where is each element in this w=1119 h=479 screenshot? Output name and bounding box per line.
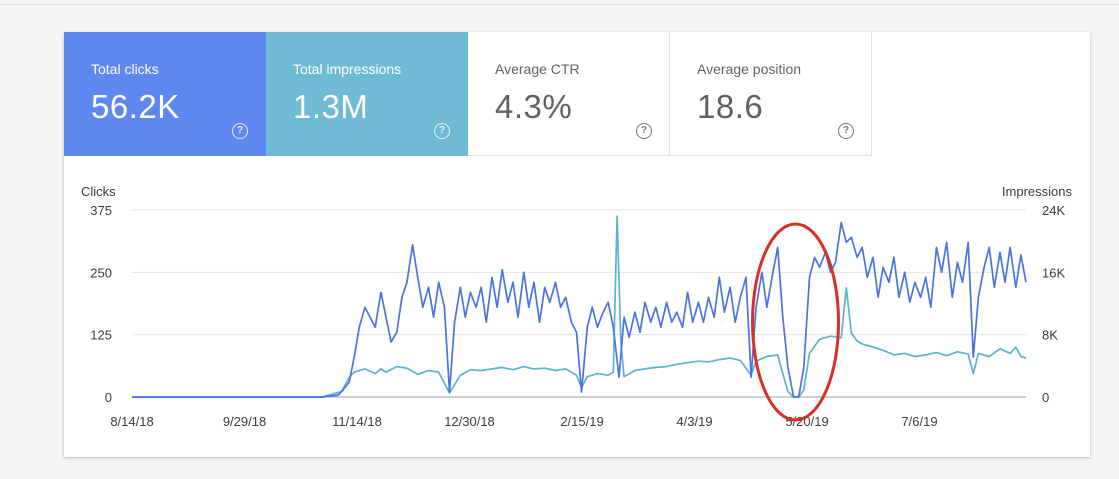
x-tick-label: 7/6/19	[901, 414, 937, 429]
x-tick-label: 4/3/19	[676, 414, 712, 429]
metric-tiles: Total clicks 56.2K ? Total impressions 1…	[64, 32, 872, 156]
help-icon[interactable]: ?	[434, 123, 450, 139]
total-impressions-tile[interactable]: Total impressions 1.3M ?	[266, 32, 468, 156]
total-impressions-value: 1.3M	[293, 88, 369, 125]
total-clicks-value: 56.2K	[91, 88, 180, 125]
performance-chart: 375 250 125 0 24K 16K 8K 0 Clicks Impressions 8/14…	[81, 184, 1073, 429]
average-ctr-tile[interactable]: Average CTR 4.3% ?	[468, 32, 670, 156]
total-impressions-label: Total impressions	[293, 61, 402, 77]
y2-tick-label: 24K	[1042, 203, 1065, 218]
y-tick-label: 375	[90, 203, 112, 218]
x-tick-label: 12/30/18	[444, 414, 495, 429]
x-tick-label: 2/15/19	[560, 414, 603, 429]
y2-axis-label: Impressions	[1002, 184, 1073, 199]
average-position-value: 18.6	[697, 88, 764, 125]
y2-tick-label: 0	[1042, 390, 1049, 405]
y-tick-label: 0	[105, 390, 112, 405]
impressions-series-line	[132, 215, 1027, 398]
help-icon[interactable]: ?	[636, 123, 652, 139]
average-ctr-value: 4.3%	[495, 88, 573, 125]
help-icon[interactable]: ?	[232, 123, 248, 139]
x-tick-label: 11/14/18	[332, 414, 382, 429]
total-clicks-tile[interactable]: Total clicks 56.2K ?	[64, 32, 266, 156]
annotation-ellipse	[751, 222, 841, 422]
y-tick-label: 250	[90, 265, 112, 280]
x-tick-label: 9/29/18	[223, 414, 266, 429]
y-tick-label: 125	[90, 328, 112, 343]
y-axis-label: Clicks	[81, 184, 116, 199]
performance-card: Total clicks 56.2K ? Total impressions 1…	[64, 32, 1090, 457]
clicks-series-line	[132, 221, 1027, 398]
y2-tick-label: 8K	[1042, 328, 1058, 343]
total-clicks-label: Total clicks	[91, 61, 159, 77]
average-position-tile[interactable]: Average position 18.6 ?	[670, 32, 872, 156]
top-divider	[0, 4, 1119, 5]
x-tick-label: 8/14/18	[110, 414, 153, 429]
y2-tick-label: 16K	[1042, 265, 1065, 280]
average-position-label: Average position	[697, 61, 802, 77]
average-ctr-label: Average CTR	[495, 61, 580, 77]
help-icon[interactable]: ?	[838, 123, 854, 139]
x-tick-label: 5/20/19	[785, 414, 828, 429]
